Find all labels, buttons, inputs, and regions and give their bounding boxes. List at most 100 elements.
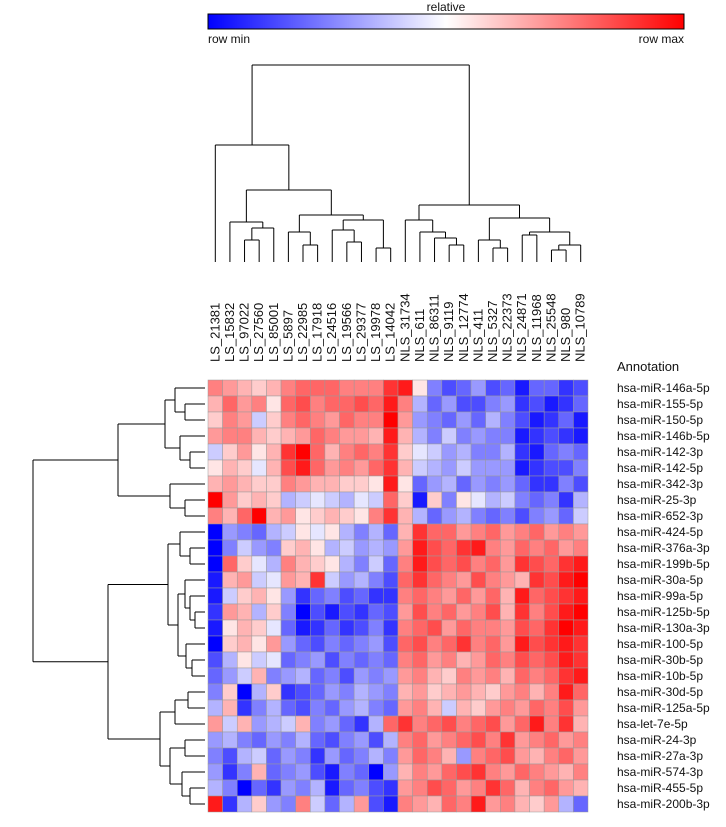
heatmap-cell [236, 539, 253, 557]
row-label: hsa-miR-155-5p [617, 397, 703, 411]
heatmap-cell [251, 507, 267, 525]
heatmap-cell [324, 411, 340, 429]
heatmap-cell [207, 507, 223, 525]
heatmap-cell [456, 427, 472, 445]
heatmap-cell [514, 715, 530, 733]
column-label: LS_22985 [295, 303, 310, 362]
heatmap-cell [266, 379, 282, 397]
heatmap-cell [324, 651, 340, 669]
heatmap-cell [339, 523, 355, 541]
heatmap-cell [207, 587, 223, 605]
heatmap-cell [500, 491, 516, 509]
heatmap-cell [514, 731, 530, 749]
heatmap-cell [412, 587, 428, 605]
heatmap-cell [222, 491, 238, 509]
heatmap-cell [529, 443, 545, 461]
heatmap-cell [485, 587, 501, 605]
heatmap-cell [222, 475, 238, 493]
heatmap-cell [529, 571, 545, 589]
heatmap-cell [383, 475, 399, 493]
heatmap-cell [324, 523, 340, 541]
heatmap-cell [485, 459, 501, 477]
heatmap-cell [222, 731, 238, 749]
row-label: hsa-miR-652-3p [617, 509, 703, 523]
heatmap-cell [324, 539, 340, 557]
heatmap-cell [266, 587, 282, 605]
heatmap-cell [207, 731, 223, 749]
heatmap-cell [310, 379, 326, 397]
heatmap-cell [280, 555, 296, 573]
heatmap-cell [441, 475, 457, 493]
heatmap-cell [514, 635, 530, 653]
heatmap-cell [412, 571, 428, 589]
heatmap-cell [368, 683, 384, 701]
heatmap-cell [339, 779, 355, 797]
heatmap-cell [485, 715, 501, 733]
heatmap-cell [295, 763, 311, 781]
heatmap-cell [295, 667, 311, 685]
heatmap-cell [222, 539, 238, 557]
heatmap-cell [368, 763, 384, 781]
heatmap-cell [383, 603, 399, 621]
heatmap-cell [485, 491, 501, 509]
heatmap-cell [456, 635, 472, 653]
heatmap-cell [514, 411, 530, 429]
heatmap-cell [236, 507, 253, 525]
heatmap-cell [207, 379, 223, 397]
heatmap-cell [456, 747, 472, 765]
heatmap-cell [324, 619, 340, 637]
heatmap-cell [280, 587, 296, 605]
heatmap-cell [543, 395, 560, 413]
heatmap-cell [514, 427, 530, 445]
heatmap-cell [500, 715, 516, 733]
heatmap-cell [383, 555, 399, 573]
heatmap-cell [500, 779, 516, 797]
heatmap-cell [339, 667, 355, 685]
heatmap-cell [514, 779, 530, 797]
heatmap-cell [324, 443, 340, 461]
heatmap-cell [383, 635, 399, 653]
heatmap-cell [207, 603, 223, 621]
heatmap-cell [280, 507, 296, 525]
heatmap-cell [426, 475, 443, 493]
heatmap-cell [368, 715, 384, 733]
heatmap-cell [485, 395, 501, 413]
row-label: hsa-let-7e-5p [617, 717, 688, 731]
row-label: hsa-miR-200b-3p [617, 797, 710, 811]
heatmap-cell [558, 619, 574, 637]
heatmap-cell [514, 619, 530, 637]
row-label: hsa-miR-146b-5p [617, 429, 710, 443]
heatmap-cell [573, 507, 589, 525]
heatmap-cell [207, 763, 223, 781]
heatmap-cell [543, 715, 560, 733]
heatmap-cell [353, 395, 370, 413]
heatmap-cell [558, 411, 574, 429]
heatmap-cell [339, 443, 355, 461]
heatmap-cell [310, 443, 326, 461]
heatmap-cell [295, 699, 311, 717]
heatmap-cell [368, 507, 384, 525]
heatmap-cell [470, 619, 486, 637]
heatmap-cell [353, 507, 370, 525]
heatmap-cell [266, 667, 282, 685]
heatmap-cell [456, 699, 472, 717]
heatmap-cell [383, 507, 399, 525]
heatmap-cell [266, 459, 282, 477]
heatmap-cell [412, 667, 428, 685]
heatmap-cell [207, 635, 223, 653]
heatmap-cell [529, 555, 545, 573]
heatmap-cell [324, 683, 340, 701]
heatmap-cell [573, 587, 589, 605]
heatmap-cell [573, 619, 589, 637]
heatmap-cell [441, 507, 457, 525]
heatmap-cell [456, 795, 472, 813]
heatmap-cell [236, 747, 253, 765]
heatmap-cell [543, 635, 560, 653]
heatmap-cell [324, 779, 340, 797]
heatmap-cell [441, 379, 457, 397]
heatmap-cell [236, 491, 253, 509]
heatmap-cell [426, 459, 443, 477]
heatmap-cell [441, 683, 457, 701]
heatmap-cell [353, 603, 370, 621]
heatmap-cell [485, 523, 501, 541]
